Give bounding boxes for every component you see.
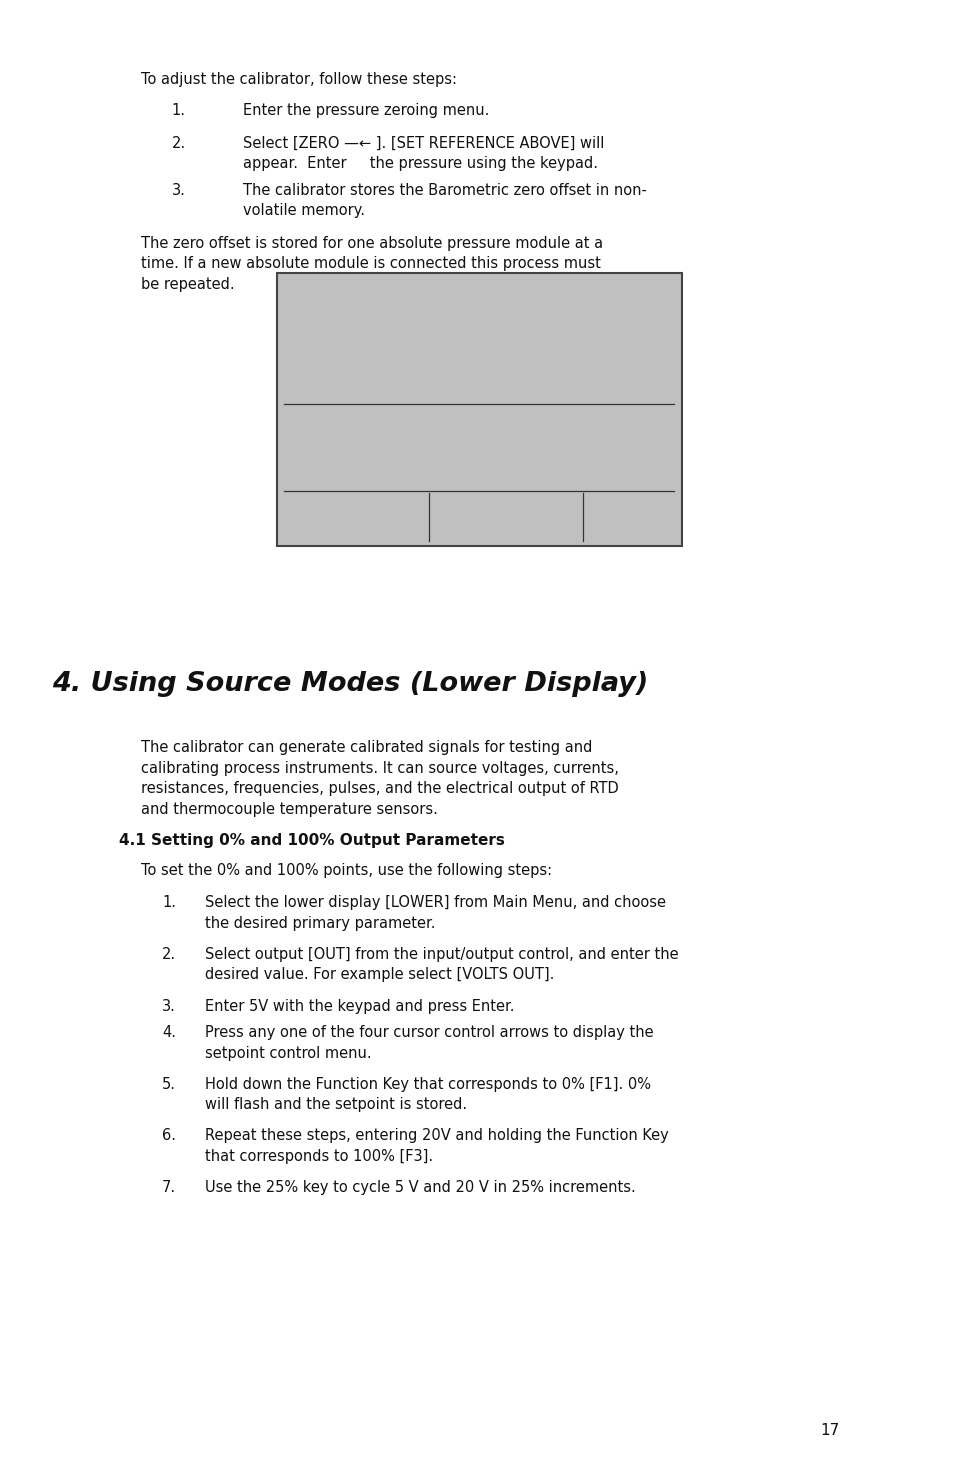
Text: psi: psi [648, 308, 668, 323]
Text: mbar: mbar [631, 409, 668, 423]
Text: 6.: 6. [162, 1128, 176, 1143]
Text: To set the 0% and 100% points, use the following steps:: To set the 0% and 100% points, use the f… [141, 863, 552, 878]
Text: 2.: 2. [172, 136, 186, 150]
Text: The calibrator stores the Barometric zero offset in non-
volatile memory.: The calibrator stores the Barometric zer… [243, 183, 646, 218]
Text: Repeat these steps, entering 20V and holding the Function Key
that corresponds t: Repeat these steps, entering 20V and hol… [205, 1128, 668, 1164]
Text: — — — — — — — —: — — — — — — — — [403, 451, 555, 466]
Text: PRESSURE: PRESSURE [290, 308, 362, 323]
Text: The calibrator can generate calibrated signals for testing and
calibrating proce: The calibrator can generate calibrated s… [141, 740, 618, 817]
Text: 3.: 3. [172, 183, 186, 198]
Text: 3.: 3. [162, 999, 176, 1013]
Text: 1.: 1. [162, 895, 176, 910]
Text: Use the 25% key to cycle 5 V and 20 V in 25% increments.: Use the 25% key to cycle 5 V and 20 V in… [205, 1180, 636, 1195]
Text: Hold down the Function Key that corresponds to 0% [F1]. 0%
will flash and the se: Hold down the Function Key that correspo… [205, 1077, 651, 1112]
Text: Press any one of the four cursor control arrows to display the
setpoint control : Press any one of the four cursor control… [205, 1025, 653, 1061]
Text: To adjust the calibrator, follow these steps:: To adjust the calibrator, follow these s… [141, 72, 456, 87]
FancyBboxPatch shape [276, 273, 681, 546]
Text: MENU: MENU [341, 512, 381, 525]
Text: The zero offset is stored for one absolute pressure module at a
time. If a new a: The zero offset is stored for one absolu… [141, 236, 602, 292]
Text: 4.1 Setting 0% and 100% Output Parameters: 4.1 Setting 0% and 100% Output Parameter… [119, 833, 504, 848]
Text: 2.: 2. [162, 947, 176, 962]
Text: Enter 5V with the keypad and press Enter.: Enter 5V with the keypad and press Enter… [205, 999, 514, 1013]
Text: 17: 17 [820, 1423, 839, 1438]
Text: 7.: 7. [162, 1180, 176, 1195]
Text: Enter the pressure zeroing menu.: Enter the pressure zeroing menu. [243, 103, 489, 118]
Text: 4. Using Source Modes (Lower Display): 4. Using Source Modes (Lower Display) [52, 671, 648, 698]
Text: Select [ZERO —← ]. [SET REFERENCE ABOVE] will
appear.  Enter     the pressure us: Select [ZERO —← ]. [SET REFERENCE ABOVE]… [243, 136, 604, 171]
Text: 1.: 1. [172, 103, 186, 118]
Text: 4.: 4. [162, 1025, 176, 1040]
Text: — — — — — — — —: — — — — — — — — [403, 361, 555, 376]
Text: LIGHT: LIGHT [487, 512, 528, 525]
Text: Select the lower display [LOWER] from Main Menu, and choose
the desired primary : Select the lower display [LOWER] from Ma… [205, 895, 665, 931]
Text: 5.: 5. [162, 1077, 176, 1092]
Text: Select output [OUT] from the input/output control, and enter the
desired value. : Select output [OUT] from the input/outpu… [205, 947, 678, 982]
Text: PRESSURE: PRESSURE [290, 409, 362, 423]
